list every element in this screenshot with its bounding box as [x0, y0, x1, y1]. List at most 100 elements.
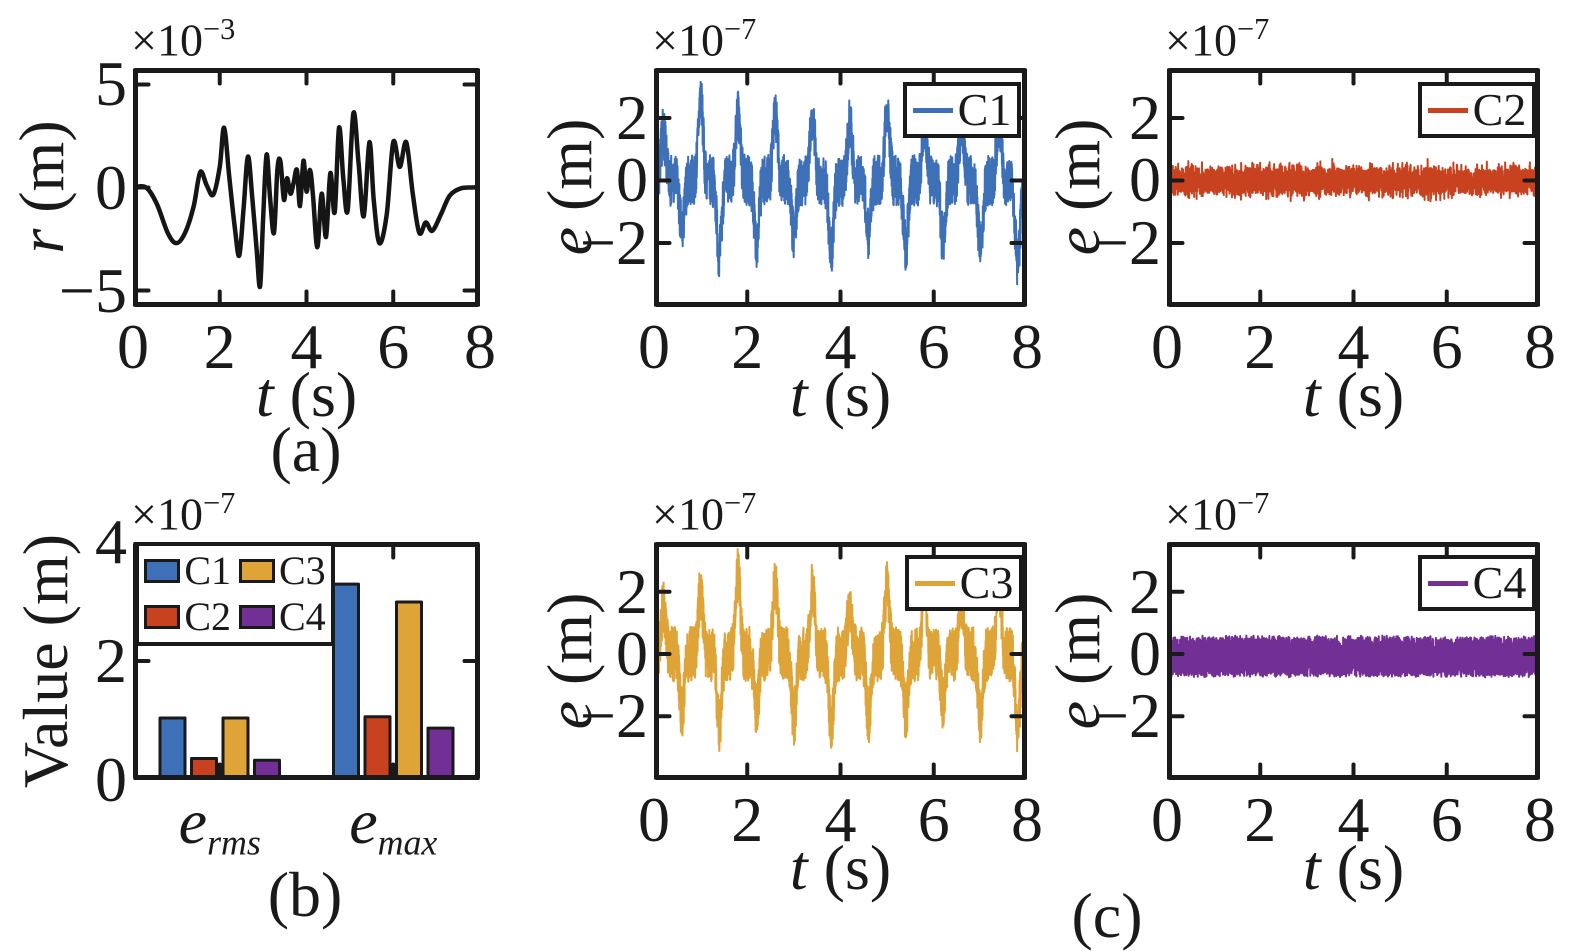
exponent-label-b: ×10−7 — [131, 488, 235, 538]
xaxis-unit: (s) — [1320, 832, 1405, 903]
exponent-power: −7 — [202, 486, 236, 520]
xaxis-unit: (s) — [273, 359, 358, 430]
xtick-label-c2: 4 — [1337, 311, 1370, 382]
yaxis-text: Value (m) — [10, 533, 81, 789]
xtick-label-c4: 0 — [1151, 784, 1183, 855]
legend-label-c3: C3 — [279, 548, 326, 593]
legend-swatch-c4 — [239, 605, 275, 629]
xaxis-label-c3: t (s) — [790, 836, 891, 900]
legend-label-c3: C3 — [959, 557, 1014, 608]
xtick-label-c1: 0 — [638, 311, 670, 382]
ytick-label-b: 2 — [95, 625, 127, 696]
xtick-label-c2: 6 — [1430, 311, 1463, 382]
xtick-label-a: 4 — [290, 311, 323, 382]
yaxis-unit: (m) — [534, 592, 605, 701]
xtick-label-c4: 6 — [1430, 784, 1463, 855]
xaxis-var: t — [1302, 359, 1321, 430]
xaxis-label-c4: t (s) — [1303, 836, 1404, 900]
xaxis-var: t — [789, 832, 808, 903]
ytick-label-c1: −2 — [579, 206, 648, 278]
ytick-label-a: 5 — [95, 48, 127, 120]
legend-item-c4: C4 — [239, 597, 326, 637]
exponent-label-a: ×10−3 — [131, 14, 235, 64]
ytick-label-c4: −2 — [1092, 680, 1161, 752]
xtick-label-c4: 4 — [1337, 784, 1370, 855]
exponent-base: ×10 — [652, 488, 724, 540]
xtick-label-c2: 2 — [1244, 311, 1277, 382]
yaxis-unit: (m) — [1042, 118, 1113, 227]
exponent-power: −7 — [1236, 12, 1270, 46]
panel-label-a: (a) — [270, 414, 342, 485]
xtick-label-c1: 6 — [917, 311, 950, 382]
ytick-label-c3: 0 — [616, 618, 648, 689]
plot-canvas-a — [133, 68, 480, 307]
legend-label-c1: C1 — [957, 84, 1012, 135]
legend-swatch-c3 — [239, 559, 275, 583]
yaxis-var: e — [534, 701, 605, 730]
ytick-label-c2: 0 — [1129, 144, 1161, 216]
legend-label-c1: C1 — [184, 548, 231, 593]
xtick-label-c3: 2 — [731, 784, 764, 855]
yaxis-label-a: r (m) — [6, 120, 77, 253]
xtick-label-a: 8 — [464, 311, 496, 382]
xtick-label-c3: 8 — [1011, 784, 1043, 855]
category-base: e — [349, 786, 378, 857]
yaxis-label-c2: e (m) — [1042, 119, 1113, 256]
exponent-power: −3 — [202, 12, 236, 46]
yaxis-var: e — [1042, 227, 1113, 256]
xtick-label-c4: 2 — [1244, 784, 1277, 855]
xtick-label-c4: 8 — [1524, 784, 1556, 855]
xtick-label-a: 6 — [377, 311, 410, 382]
category-base: e — [178, 786, 208, 857]
exponent-label-c3: ×10−7 — [652, 488, 756, 538]
ytick-label-c1: 0 — [616, 144, 648, 216]
legend-label-c4: C4 — [279, 594, 326, 639]
exponent-label-c2: ×10−7 — [1165, 14, 1269, 64]
ytick-label-a: −5 — [58, 254, 127, 326]
category-label-max: emax — [349, 790, 437, 861]
ytick-label-c3: −2 — [579, 680, 648, 752]
legend-item-c2: C2 — [144, 597, 231, 637]
category-sub: max — [377, 822, 438, 863]
exponent-base: ×10 — [131, 488, 203, 540]
yaxis-label-c4: e (m) — [1042, 593, 1113, 730]
exponent-base: ×10 — [131, 14, 203, 66]
exponent-power: −7 — [723, 12, 757, 46]
ytick-label-c3: 2 — [616, 555, 648, 627]
xtick-label-c2: 0 — [1151, 311, 1183, 382]
ytick-label-c2: −2 — [1092, 206, 1161, 278]
xaxis-var: t — [255, 359, 274, 430]
xtick-label-c2: 8 — [1524, 311, 1556, 382]
exponent-power: −7 — [723, 486, 757, 520]
legend-label-c2: C2 — [184, 594, 231, 639]
yaxis-label-c1: e (m) — [534, 119, 605, 256]
exponent-base: ×10 — [1165, 14, 1237, 66]
xtick-label-a: 2 — [203, 311, 236, 382]
legend-b: C1 C3 C2 C4 — [135, 542, 335, 646]
legend-line-sample-c4 — [1427, 580, 1468, 586]
legend-c3: C3 — [905, 555, 1023, 611]
yaxis-var: e — [534, 227, 605, 256]
xaxis-unit: (s) — [807, 359, 892, 430]
ytick-label-c2: 2 — [1129, 81, 1161, 153]
ytick-label-a: 0 — [95, 151, 127, 223]
xaxis-var: t — [789, 359, 808, 430]
yaxis-var: e — [1042, 701, 1113, 730]
yaxis-unit: (m) — [6, 120, 77, 229]
category-label-rms: erms — [179, 790, 261, 861]
xtick-label-c3: 0 — [638, 784, 670, 855]
legend-item-c1: C1 — [144, 551, 231, 591]
panel-label-b: (b) — [267, 859, 343, 930]
ytick-label-b: 4 — [95, 506, 127, 577]
legend-line-sample-c1 — [912, 107, 953, 113]
ytick-label-c4: 0 — [1129, 618, 1161, 689]
exponent-label-c4: ×10−7 — [1165, 488, 1269, 538]
yaxis-unit: (m) — [1042, 592, 1113, 701]
xaxis-label-c2: t (s) — [1303, 363, 1404, 427]
exponent-label-c1: ×10−7 — [652, 14, 756, 64]
yaxis-label-b: Value (m) — [10, 534, 81, 788]
exponent-power: −7 — [1236, 486, 1270, 520]
xtick-label-a: 0 — [117, 311, 149, 382]
exponent-base: ×10 — [652, 14, 724, 66]
